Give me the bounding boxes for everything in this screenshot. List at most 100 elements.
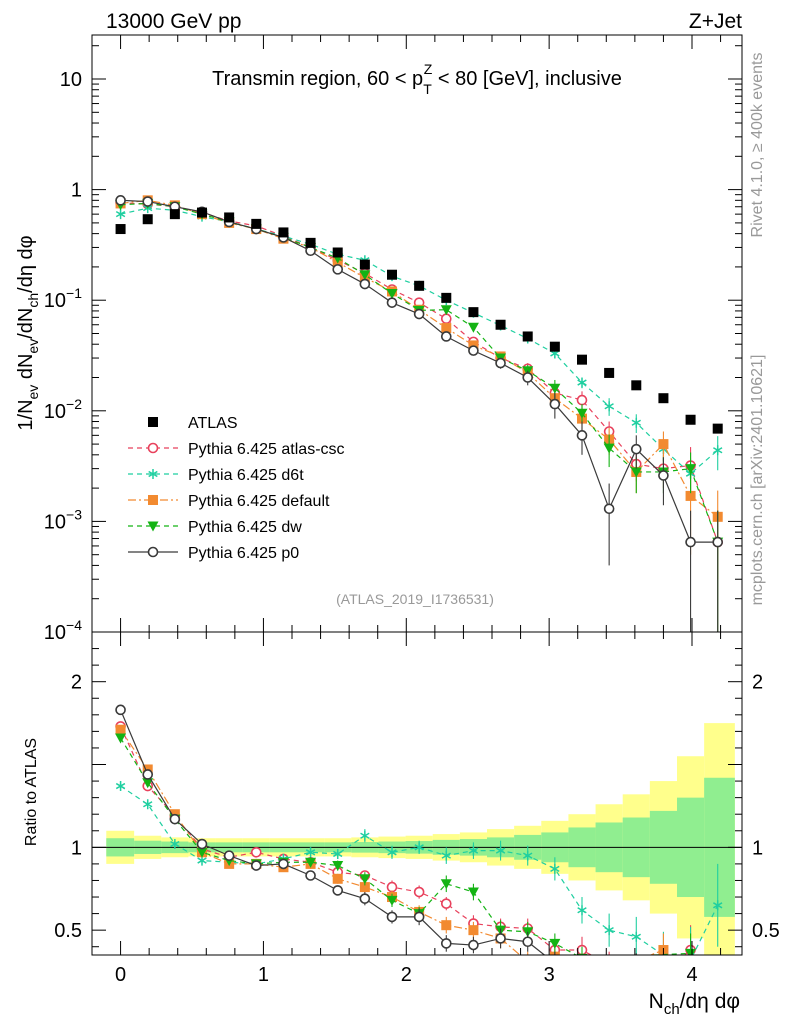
ratio-pythia-6-425-p0-point [522, 936, 534, 948]
ratio-pythia-6-425-dw-point [467, 887, 479, 898]
ratio-pythia-6-425-atlas-csc-point [413, 886, 425, 898]
main-atlas-point [278, 227, 289, 238]
ratio-pythia-6-425-dw-point [115, 733, 127, 744]
ratio-pythia-6-425-default-point [604, 967, 614, 977]
main-atlas-point [712, 423, 723, 434]
main-y-tick-label: 10 [60, 69, 82, 91]
ratio-pythia-6-425-d6t-point [577, 905, 587, 916]
ratio-pythia-6-425-p0-point [632, 965, 641, 974]
main-pythia-6-425-p0-point [115, 195, 126, 206]
ratio-pythia-6-425-default-point [523, 957, 533, 967]
main-pythia-6-425-dw-point [549, 383, 561, 394]
ratio-y-axis-label: Ratio to ATLAS [23, 738, 40, 846]
ratio-pythia-6-425-dw-point [386, 895, 398, 906]
ratio-pythia-6-425-d6t-point [115, 781, 126, 792]
main-pythia-6-425-d6t-point [631, 417, 641, 428]
ratio-uncertainty-bands [106, 723, 735, 955]
main-atlas-point [631, 380, 642, 391]
main-atlas-point [604, 367, 615, 378]
main-atlas-point [441, 292, 452, 303]
legend-item: Pythia 6.425 d6t [128, 467, 304, 484]
legend-label: Pythia 6.425 default [188, 493, 330, 510]
ratio-y-tick-label-left: 2 [71, 672, 82, 694]
ratio-pythia-6-425-d6t-point [360, 830, 370, 841]
ratio-pythia-6-425-p0-point [250, 860, 262, 871]
ratio-pythia-6-425-default-point [441, 920, 452, 931]
ratio-pythia-6-425-p0-point [115, 704, 126, 716]
legend-marker [147, 521, 159, 532]
legend: ATLAS Pythia 6.425 atlas-csc Pythia 6.425 … [128, 415, 345, 562]
legend-marker [147, 546, 159, 558]
legend-item: Pythia 6.425 atlas-csc [128, 441, 345, 458]
ratio-pythia-6-425-atlas-csc-point [605, 960, 614, 969]
main-atlas-point [197, 207, 207, 218]
main-atlas-series [115, 207, 723, 434]
main-y-tick-labels: 10 1 10−1 10−2 10−3 10−4 [44, 69, 82, 644]
main-axis-ticks [92, 35, 742, 633]
main-panel: 10 1 10−1 10−2 10−3 10−4 Transmin region, 60 … [15, 34, 743, 644]
ratio-pythia-6-425-dw-point [685, 948, 697, 955]
main-pythia-6-425-default-point [658, 439, 669, 450]
main-pythia-6-425-p0-point [359, 278, 371, 290]
main-pythia-6-425-p0-series [115, 195, 724, 632]
main-atlas-point [495, 319, 506, 330]
ratio-pythia-6-425-p0-series [115, 704, 641, 974]
main-pythia-6-425-p0-point [576, 430, 588, 441]
legend-marker [148, 469, 158, 479]
main-pythia-6-425-p0-point [712, 536, 724, 548]
main-pythia-6-425-default-point [441, 323, 452, 334]
main-atlas-point [332, 247, 343, 258]
ratio-pythia-6-425-d6t-point [387, 847, 397, 858]
main-atlas-point [115, 224, 126, 235]
legend-item: Pythia 6.425 p0 [128, 545, 299, 562]
ratio-pythia-6-425-default-point [115, 724, 126, 735]
main-y-tick-label: 10−2 [44, 396, 82, 423]
main-atlas-point [142, 214, 153, 225]
ratio-pythia-6-425-d6t-point [604, 925, 614, 936]
ratio-pythia-6-425-d6t-point [170, 839, 180, 850]
main-y-tick-label: 1 [71, 180, 82, 202]
main-pythia-6-425-dw-point [440, 305, 452, 316]
ratio-pythia-6-425-dw-point [305, 857, 317, 868]
legend-item: Pythia 6.425 default [128, 493, 330, 510]
ratio-axis-ticks [92, 632, 742, 955]
ratio-pythia-6-425-p0-point [305, 870, 316, 881]
ratio-pythia-6-425-d6t-point [523, 850, 533, 861]
ratio-pythia-6-425-p0-point [468, 939, 479, 951]
main-atlas-point [359, 259, 370, 270]
main-plot-title: Transmin region, 60 < pTZ < 80 [GeV], in… [212, 61, 622, 97]
main-atlas-point [685, 414, 696, 425]
main-pythia-6-425-dw-point [359, 270, 371, 281]
ratio-pythia-6-425-default-point [468, 925, 479, 936]
ratio-pythia-6-425-p0-point [278, 858, 289, 870]
main-atlas-point [658, 393, 669, 404]
ratio-pythia-6-425-d6t-line [120, 785, 719, 955]
main-pythia-6-425-dw-point [603, 443, 615, 454]
x-axis-label: Nch/dη dφ [649, 990, 740, 1018]
ratio-pythia-6-425-d6t-point [305, 847, 316, 858]
main-pythia-6-425-p0-point [522, 372, 534, 383]
legend-label: Pythia 6.425 p0 [188, 545, 299, 562]
ratio-pythia-6-425-d6t-point [333, 848, 343, 859]
main-pythia-6-425-p0-point [658, 470, 669, 481]
main-pythia-6-425-p0-line [120, 199, 718, 543]
main-pythia-6-425-dw-point [576, 408, 588, 419]
ratio-pythia-6-425-p0-point [332, 885, 344, 896]
ratio-pythia-6-425-d6t-point [713, 900, 723, 911]
rivet-version-label: Rivet 4.1.0, ≥ 400k events [749, 53, 766, 238]
legend-label: ATLAS [188, 415, 238, 432]
main-pythia-6-425-dw-point [467, 322, 479, 333]
ratio-pythia-6-425-p0-point [440, 938, 452, 949]
ratio-plot-frame [91, 631, 743, 956]
ratio-pythia-6-425-p0-point [413, 911, 425, 923]
main-atlas-point [387, 269, 397, 280]
ratio-pythia-6-425-default-point [577, 960, 587, 970]
analysis-watermark: (ATLAS_2019_I1736531) [336, 591, 494, 607]
ratio-x-tick-labels: 0 1 2 3 4 [115, 964, 698, 986]
main-atlas-point [169, 209, 180, 220]
ratio-pythia-6-425-default-line [120, 729, 664, 955]
main-pythia-6-425-p0-point [603, 503, 615, 515]
ratio-pythia-6-425-dw-point [359, 874, 371, 885]
ratio-y-tick-label-right: 1 [752, 837, 763, 859]
